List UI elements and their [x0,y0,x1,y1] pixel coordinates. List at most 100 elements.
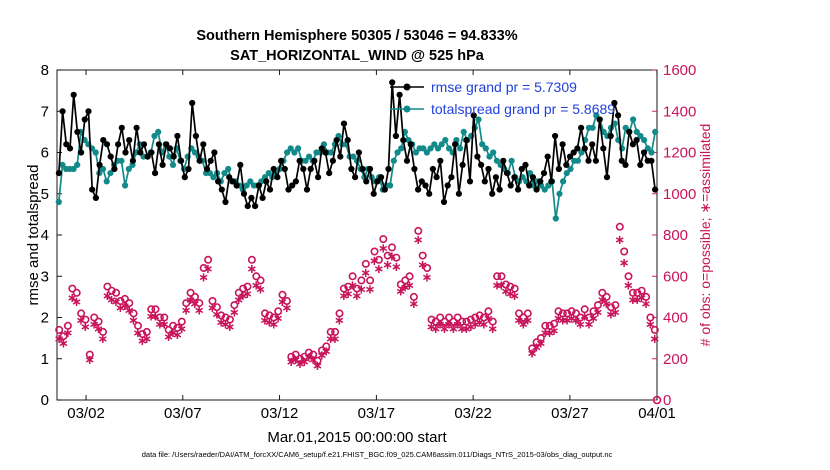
totalspread-point [641,137,648,144]
obs-possible-point [326,327,335,336]
rmse-point [244,203,251,210]
obs-assimilated-point: ∗ [154,317,165,332]
chart-subtitle: SAT_HORIZONTAL_WIND @ 525 hPa [230,48,485,64]
rmse-point [481,178,488,185]
obs-assimilated-point: ∗ [627,292,638,307]
plot-area: 0 1 2 3 4 5 6 7 8 0 200 400 600 800 1000 1200 1400 1600 03… [41,62,697,422]
rmse-point [526,182,533,189]
obs-assimilated-point: ∗ [225,319,236,334]
obs-possible-point [99,327,108,336]
totalspread-point [427,145,434,152]
rmse-point [474,153,481,160]
obs-possible-point [431,317,440,326]
obs-assimilated-point: ∗ [474,315,485,330]
totalspread-point [295,145,302,152]
obs-assimilated-point: ∗ [238,288,249,303]
obs-assimilated-point: ∗ [159,317,170,332]
obs-possible-point [624,272,633,281]
obs-possible-point [313,356,322,365]
totalspread-point [574,157,582,164]
totalspread-point [328,149,335,156]
obs-assimilated-point: ∗ [308,352,319,367]
obs-possible-point [317,346,326,355]
obs-assimilated-point: ∗ [211,306,222,321]
totalspread-point [210,174,217,181]
obs-assimilated-point: ∗ [146,308,157,323]
obs-possible-point [493,272,502,281]
obs-possible-point [339,284,348,293]
obs-assimilated-point: ∗ [356,282,367,297]
y-tick-label: 3 [41,268,49,285]
obs-possible-point [536,334,545,343]
obs-assimilated-point: ∗ [290,352,301,367]
rmse-point [392,132,399,140]
totalspread-point [486,153,493,160]
obs-possible-point [440,317,449,326]
rmse-point [470,112,477,119]
obs-assimilated-point: ∗ [150,308,161,323]
obs-assimilated-point: ∗ [115,300,126,315]
obs-assimilated-point: ∗ [255,282,266,297]
obs-assimilated-point: ∗ [176,321,187,336]
obs-possible-point [138,329,147,338]
rmse-point [155,141,162,148]
x-tick-label: 03/12 [261,405,299,422]
totalspread-point [622,124,629,131]
totalspread-point [225,165,232,173]
obs-assimilated-point: ∗ [606,306,617,321]
obs-assimilated-point: ∗ [264,315,275,330]
obs-assimilated-point: ∗ [483,311,494,326]
obs-possible-point [532,338,541,347]
obs-possible-point [85,350,94,359]
obs-assimilated-point: ∗ [553,311,564,326]
obs-possible-point [576,313,585,322]
rmse-point [374,178,381,185]
obs-assimilated-point: ∗ [141,331,152,346]
obs-assimilated-point: ∗ [444,317,455,332]
totalspread-point [475,116,482,123]
obs-possible-point [208,296,217,305]
obs-assimilated-point: ∗ [645,317,656,332]
obs-possible-point [296,354,305,363]
rmse-point [196,157,203,164]
rmse-point [433,174,440,181]
rmse-point [248,194,255,201]
rmse-point [252,203,259,210]
obs-possible-point [331,327,340,336]
rmse-point [311,157,318,164]
rmse-point [529,174,537,181]
obs-possible-point [107,286,116,295]
y2-tick-label: 0 [663,392,671,409]
totalspread-point [445,145,453,152]
obs-assimilated-point: ∗ [268,317,279,332]
totalspread-point [191,149,199,156]
obs-assimilated-point: ∗ [435,317,446,332]
totalspread-point [169,161,177,168]
totalspread-point [508,157,515,164]
y-tick-label: 1 [41,351,49,368]
obs-possible-point [550,319,559,328]
totalspread-point [284,149,291,156]
obs-possible-point [164,325,173,334]
obs-assimilated-point: ∗ [106,292,117,307]
totalspread-point [70,165,77,173]
totalspread-point [567,165,574,173]
obs-possible-point [554,307,563,316]
totalspread-point [243,182,250,189]
rmse-point [566,153,574,160]
obs-possible-point [300,352,309,361]
obs-possible-point [545,321,554,330]
rmse-point [96,161,103,168]
obs-possible-point [116,296,125,305]
rmse-point [348,165,355,173]
obs-assimilated-point: ∗ [492,278,503,293]
totalspread-point [221,170,228,177]
rmse-point [637,161,644,168]
obs-possible-point [593,301,602,310]
obs-assimilated-point: ∗ [614,232,625,247]
obs-possible-point [497,272,506,281]
rmse-point [344,137,351,144]
obs-assimilated-point: ∗ [597,292,608,307]
legend-label-rmse: rmse grand pr = 5.7309 [431,79,577,95]
